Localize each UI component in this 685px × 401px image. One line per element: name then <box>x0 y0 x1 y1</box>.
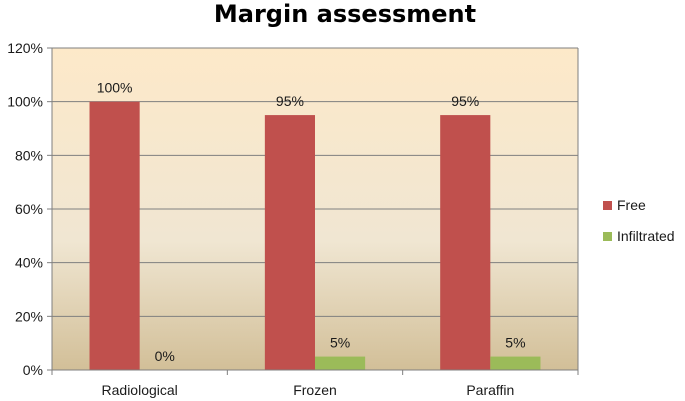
bars <box>89 101 541 371</box>
bar-free <box>440 115 491 370</box>
x-axis-ticks <box>51 370 579 375</box>
legend-swatch-free <box>603 201 612 210</box>
data-label: 95% <box>451 93 479 109</box>
y-tick-label: 120% <box>7 40 43 56</box>
bar-infiltrated <box>315 356 366 370</box>
y-tick-label: 0% <box>23 362 43 378</box>
y-tick-label: 60% <box>15 201 43 217</box>
x-axis-labels: Radiological Frozen Paraffin <box>102 382 515 398</box>
data-label: 0% <box>155 348 175 364</box>
data-label: 100% <box>97 80 133 96</box>
x-tick-label: Frozen <box>293 382 337 398</box>
y-tick-label: 20% <box>15 308 43 324</box>
chart-title: Margin assessment <box>214 0 476 28</box>
y-tick-label: 100% <box>7 94 43 110</box>
data-label: 5% <box>505 335 525 351</box>
legend: Free Infiltrated <box>603 197 675 244</box>
data-label: 95% <box>276 93 304 109</box>
bar-infiltrated <box>490 356 541 370</box>
data-label: 5% <box>330 335 350 351</box>
bar-free <box>264 115 315 370</box>
legend-label-infiltrated: Infiltrated <box>617 228 675 244</box>
x-tick-label: Paraffin <box>466 382 514 398</box>
legend-swatch-infiltrated <box>603 232 612 241</box>
x-tick-label: Radiological <box>102 382 178 398</box>
data-labels: 100% 0% 95% 5% 95% 5% <box>97 80 526 364</box>
y-axis-ticks: 0% 20% 40% 60% 80% 100% 120% <box>7 40 52 378</box>
legend-label-free: Free <box>617 197 646 213</box>
bar-free <box>89 101 140 371</box>
y-tick-label: 40% <box>15 255 43 271</box>
y-tick-label: 80% <box>15 147 43 163</box>
